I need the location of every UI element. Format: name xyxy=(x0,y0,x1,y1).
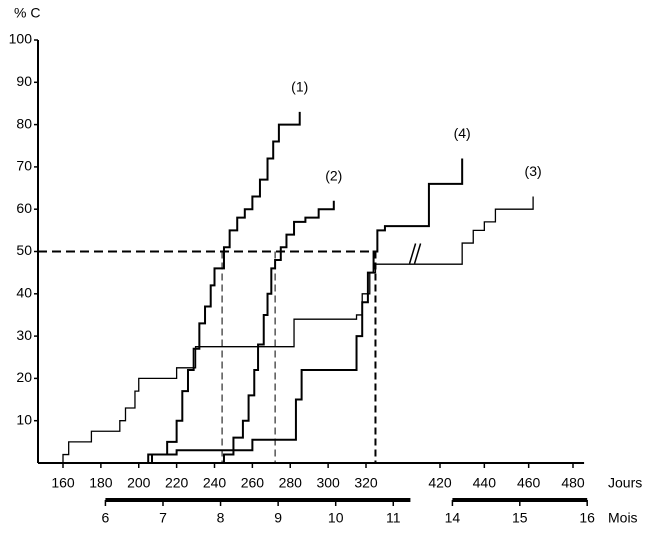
step-line xyxy=(222,200,335,463)
x-tick-label: 320 xyxy=(354,475,378,491)
y-tick-label: 80 xyxy=(16,115,32,131)
step-line xyxy=(62,196,534,463)
series-label: (1) xyxy=(291,79,308,95)
x-tick-label: 420 xyxy=(428,475,452,491)
x-tick-label: 200 xyxy=(127,475,151,491)
series-label: (2) xyxy=(325,167,342,183)
step-line xyxy=(147,111,301,463)
series-label: (4) xyxy=(454,125,471,141)
x2-axis-label: Mois xyxy=(608,510,638,526)
x2-tick-label: 8 xyxy=(217,510,225,526)
x-tick-label: 160 xyxy=(51,475,75,491)
step-line xyxy=(151,158,464,463)
x2-tick-label: 11 xyxy=(386,510,401,526)
y-tick-label: 20 xyxy=(16,369,32,385)
y-tick-label: 60 xyxy=(16,200,32,216)
x-tick-label: 460 xyxy=(517,475,541,491)
x2-tick-label: 6 xyxy=(102,510,110,526)
y-tick-label: 50 xyxy=(16,242,32,258)
axis-break xyxy=(408,243,417,264)
x2-tick-label: 16 xyxy=(579,510,595,526)
x-tick-label: 220 xyxy=(165,475,189,491)
y-axis-label: % C xyxy=(14,5,40,21)
y-tick-label: 70 xyxy=(16,158,32,174)
y-tick-label: 90 xyxy=(16,73,32,89)
y-tick-label: 100 xyxy=(9,31,33,47)
x2-tick-label: 15 xyxy=(512,510,528,526)
x2-tick-label: 14 xyxy=(445,510,461,526)
x-tick-label: 480 xyxy=(561,475,585,491)
x-tick-label: 260 xyxy=(241,475,265,491)
x-axis-label: Jours xyxy=(608,475,642,491)
x2-tick-label: 10 xyxy=(328,510,344,526)
series-label: (3) xyxy=(525,163,542,179)
x-tick-label: 280 xyxy=(279,475,303,491)
x-tick-label: 180 xyxy=(89,475,113,491)
y-tick-label: 40 xyxy=(16,285,32,301)
axis-break xyxy=(413,243,422,264)
x-tick-label: 440 xyxy=(473,475,497,491)
y-tick-label: 30 xyxy=(16,327,32,343)
x-tick-label: 240 xyxy=(203,475,227,491)
x2-tick-label: 9 xyxy=(274,510,282,526)
x-tick-label: 300 xyxy=(316,475,340,491)
x2-tick-label: 7 xyxy=(159,510,167,526)
y-tick-label: 10 xyxy=(16,411,32,427)
